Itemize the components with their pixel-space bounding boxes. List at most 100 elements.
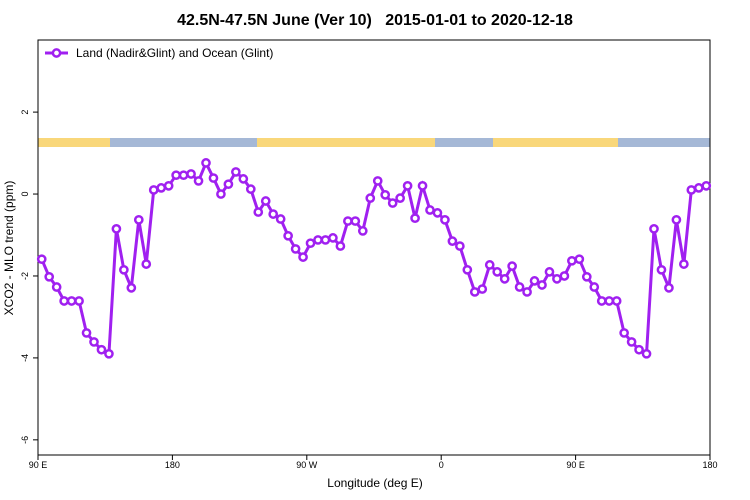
plot-frame — [37, 39, 711, 456]
data-point — [171, 170, 181, 181]
data-point — [365, 193, 376, 203]
x-tick-label: 0 — [439, 460, 444, 470]
data-point — [649, 224, 659, 234]
data-point — [216, 189, 226, 199]
data-point — [36, 254, 47, 265]
data-point — [260, 196, 271, 206]
data-point — [574, 254, 585, 265]
data-point — [589, 282, 600, 292]
y-tick-label: 2 — [20, 110, 30, 115]
data-point — [596, 296, 607, 306]
data-point — [238, 174, 249, 184]
data-point — [357, 226, 368, 236]
legend-label: Land (Nadir&Glint) and Ocean (Glint) — [76, 46, 273, 60]
data-point — [380, 190, 391, 200]
data-point — [178, 170, 189, 181]
data-point — [245, 184, 256, 194]
data-point — [343, 216, 353, 226]
data-point — [328, 233, 338, 243]
data-point — [141, 259, 152, 269]
data-point — [664, 283, 674, 293]
data-point — [462, 264, 473, 275]
data-point — [96, 344, 107, 355]
data-point — [641, 348, 652, 359]
data-point — [559, 271, 570, 281]
data-point — [425, 205, 435, 215]
data-point — [701, 180, 712, 191]
data-point — [44, 271, 55, 282]
data-point — [186, 169, 196, 179]
data-point — [469, 287, 480, 297]
data-point — [208, 173, 219, 183]
data-point — [477, 284, 488, 294]
data-point — [507, 261, 517, 271]
data-point — [447, 236, 458, 247]
data-point — [89, 337, 99, 347]
data-point — [395, 193, 405, 203]
data-point — [133, 214, 144, 225]
data-point — [290, 244, 301, 254]
data-point — [51, 282, 62, 292]
surface-strip — [38, 138, 710, 147]
data-point — [671, 214, 682, 225]
data-point — [335, 241, 346, 251]
data-point — [432, 208, 443, 218]
data-point — [223, 179, 234, 190]
data-point — [201, 158, 211, 168]
y-tick-label: 0 — [20, 192, 30, 197]
data-point — [111, 224, 122, 234]
data-point — [231, 167, 241, 177]
series-line — [40, 159, 707, 357]
x-tick-label: 90 E — [29, 460, 48, 470]
data-point — [387, 198, 398, 208]
data-point — [350, 216, 361, 226]
data-point — [686, 185, 697, 195]
data-point — [529, 276, 540, 286]
data-point — [537, 280, 547, 290]
x-tick-label: 90 W — [296, 460, 318, 470]
data-point — [544, 267, 555, 277]
data-point — [455, 241, 465, 251]
data-point — [313, 235, 323, 245]
data-point — [522, 287, 532, 297]
x-tick-label: 180 — [702, 460, 717, 470]
x-tick-label: 180 — [165, 460, 180, 470]
data-point — [693, 183, 704, 193]
data-point — [484, 260, 495, 270]
data-point — [156, 183, 167, 193]
data-point — [305, 238, 316, 249]
data-point — [372, 176, 383, 186]
data-point — [611, 296, 622, 306]
data-point — [81, 328, 92, 338]
data-point — [66, 296, 77, 306]
data-point — [104, 348, 114, 359]
data-point — [679, 259, 689, 269]
data-point — [193, 176, 204, 186]
x-tick-label: 90 E — [566, 460, 585, 470]
data-point — [492, 267, 503, 277]
data-point — [119, 264, 129, 275]
data-point — [567, 255, 577, 266]
data-point — [148, 185, 159, 195]
data-point — [275, 214, 286, 224]
data-point — [283, 230, 293, 241]
data-point — [626, 337, 637, 347]
data-point — [634, 344, 644, 355]
data-point — [440, 214, 450, 225]
data-point — [59, 296, 69, 306]
data-point — [604, 296, 615, 306]
data-point — [581, 271, 592, 282]
legend-marker — [51, 48, 62, 58]
data-point — [402, 180, 413, 191]
data-point — [74, 296, 84, 306]
data-point — [268, 209, 279, 219]
y-tick-label: -4 — [20, 354, 30, 362]
data-point — [552, 273, 562, 284]
data-point — [499, 273, 510, 284]
data-point — [656, 264, 667, 275]
data-point — [163, 180, 174, 191]
x-axis-label: Longitude (deg E) — [327, 476, 422, 490]
y-tick-label: -2 — [20, 272, 30, 280]
data-point — [253, 207, 264, 217]
